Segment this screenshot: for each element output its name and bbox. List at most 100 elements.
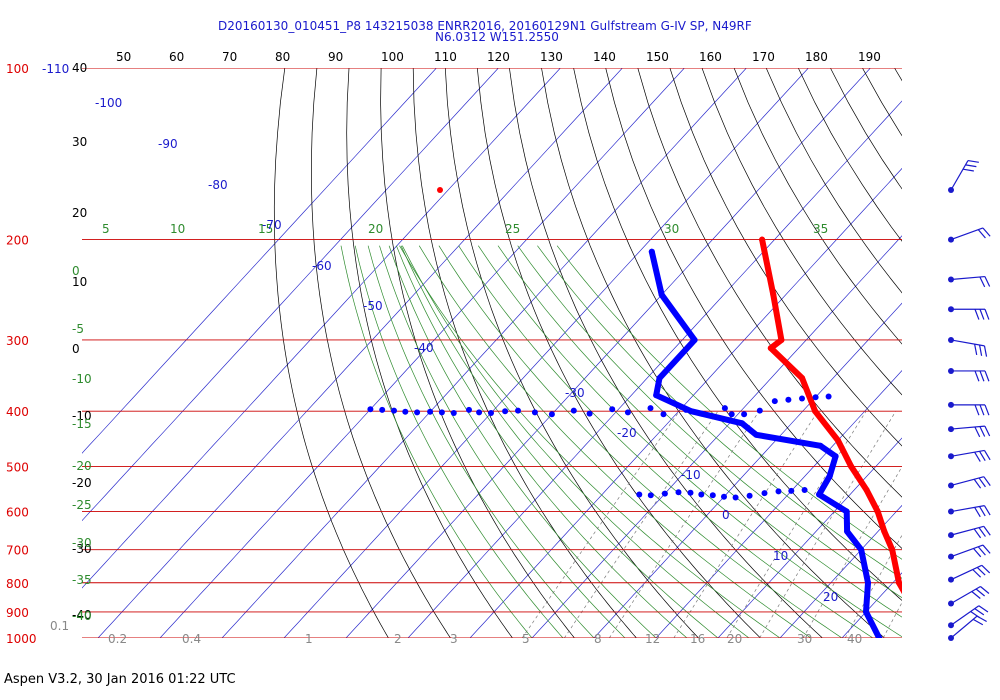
dewpoint-point: [732, 494, 739, 501]
moist-adiabat-line: [401, 245, 750, 638]
wind-barb-flag: [972, 618, 984, 626]
pressure-tick-label: 800: [6, 577, 29, 591]
wind-barb-staff: [950, 449, 985, 457]
dry-adiabat-line: [273, 68, 389, 638]
isotherm-label: 20: [823, 590, 838, 604]
wind-barb: [948, 425, 991, 438]
left-axis-label: -40: [72, 608, 92, 622]
dry-adiabat-line: [476, 68, 761, 638]
dewpoint-point: [812, 394, 819, 401]
isotherm-line: [82, 68, 499, 522]
dry-adiabat-line: [380, 68, 575, 638]
top-axis-label: 80: [275, 50, 290, 64]
wind-barb-flag: [974, 507, 981, 518]
wind-barb-staff: [950, 505, 985, 513]
mixing-ratio-label: 1: [305, 632, 313, 646]
isotherm-label: 10: [773, 549, 788, 563]
wind-barb: [948, 564, 991, 583]
temperature-point: [759, 236, 766, 243]
mixing-ratio-label: 20: [727, 632, 742, 646]
dewpoint-trace: [648, 248, 883, 638]
top-axis-label: 180: [805, 50, 828, 64]
wind-barb-flag: [974, 309, 980, 320]
moist-adiabat-line: [388, 245, 657, 638]
dewpoint-point: [863, 608, 869, 615]
pressure-tick-label: 1000: [6, 632, 37, 646]
wind-barb-flag: [979, 309, 985, 320]
dry-adiabat-line: [733, 68, 902, 345]
dry-adiabat-line: [959, 68, 1000, 638]
wind-barb: [948, 401, 990, 416]
dewpoint-point: [771, 398, 778, 405]
top-axis-label: 120: [487, 50, 510, 64]
dewpoint-point: [379, 406, 386, 413]
dewpoint-point: [450, 410, 457, 416]
wind-barb: [948, 336, 988, 357]
dewpoint-point: [414, 409, 421, 416]
temperature-point: [799, 375, 806, 382]
temperature-point: [932, 635, 938, 641]
footer-text: Aspen V3.2, 30 Jan 2016 01:22 UTC: [4, 672, 236, 687]
wind-barb-staff: [950, 544, 984, 558]
mixing-ratio-label: 0.1: [50, 619, 69, 633]
wind-barb-staff: [950, 615, 978, 639]
dewpoint-point: [728, 411, 735, 418]
wind-barb: [948, 525, 991, 539]
temperature-point: [848, 463, 855, 470]
temperature-point: [896, 579, 902, 586]
moist-adiabat-line: [497, 245, 902, 618]
dewpoint-point: [825, 393, 832, 400]
left-axis-label: 30: [72, 135, 87, 149]
isotherm-label: -50: [363, 299, 383, 313]
mixing-ratio-line: [609, 411, 760, 638]
isotherm-label: -20: [617, 426, 637, 440]
dewpoint-point: [709, 492, 716, 499]
wind-barb-flag: [981, 564, 991, 574]
wind-barb-flag: [973, 478, 982, 489]
pressure-tick-label: 900: [6, 606, 29, 620]
dewpoint-point: [858, 546, 865, 553]
dewpoint-point: [515, 407, 521, 414]
wind-barb-flag: [982, 227, 991, 237]
wind-barb-flag: [984, 425, 991, 437]
dewpoint-point: [427, 408, 434, 415]
mixing-ratio-label: 2: [394, 632, 402, 646]
dewpoint-point: [609, 406, 616, 413]
wind-barb-staff: [950, 476, 984, 487]
dewpoint-point: [761, 490, 768, 497]
dewpoint-point: [775, 488, 782, 495]
wind-barb-staff: [950, 425, 985, 430]
top-axis-label: 190: [858, 50, 881, 64]
wind-barb-flag: [983, 345, 988, 357]
mixing-ratio-line: [564, 411, 719, 638]
wind-barb-staff: [950, 275, 985, 281]
dewpoint-point: [570, 407, 577, 414]
left-axis-label: -20: [72, 476, 92, 490]
wind-barb-flag: [978, 344, 983, 356]
mixing-ratio-label: 5: [522, 632, 530, 646]
dewpoint-point: [438, 409, 445, 416]
wind-barb-staff: [950, 339, 985, 347]
mixing-ratio-line: [933, 411, 1000, 638]
wind-barb-flag: [974, 451, 981, 462]
isotherm-line: [469, 167, 902, 638]
dewpoint-point: [624, 409, 631, 416]
left-axis-label: -10: [72, 409, 92, 423]
dewpoint-point: [801, 487, 808, 493]
dewpoint-point: [785, 396, 792, 403]
isotherm-label: -10: [681, 468, 701, 482]
wind-barb-flag: [973, 528, 982, 539]
dewpoint-point: [788, 487, 795, 494]
moist-adiabat-line: [478, 245, 902, 638]
isotherm-line: [531, 235, 902, 638]
wind-barb-flag: [983, 450, 991, 461]
left-axis-label: -30: [72, 542, 92, 556]
wind-barb-flag: [982, 544, 991, 554]
dewpoint-point: [688, 408, 695, 415]
temperature-point: [812, 408, 819, 415]
chart-title-line2: N6.0312 W151.2550: [435, 30, 559, 44]
temperature-point: [874, 508, 881, 515]
dewpoint-point: [586, 410, 593, 417]
wind-barb-flag: [984, 404, 990, 416]
pressure-tick-label: 500: [6, 460, 29, 474]
